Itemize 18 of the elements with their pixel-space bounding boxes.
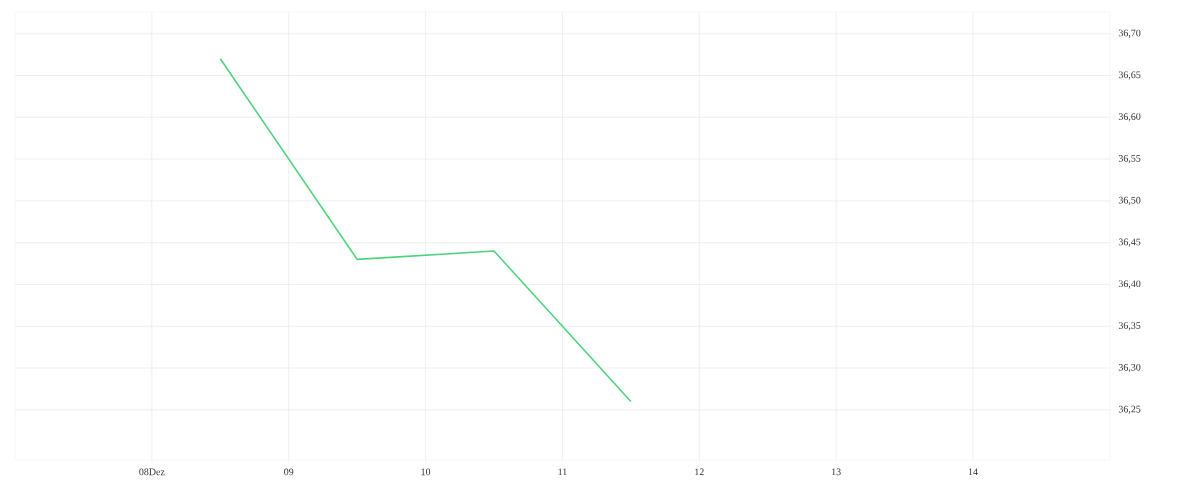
y-tick-label: 36,50 (1118, 196, 1141, 205)
y-tick-label: 36,55 (1118, 155, 1141, 164)
y-tick-label: 36,60 (1118, 113, 1141, 122)
y-tick-label: 36,35 (1118, 322, 1141, 331)
x-tick-label: 08Dez (139, 468, 165, 476)
y-tick-label: 36,45 (1118, 238, 1141, 247)
y-tick-label: 36,40 (1118, 280, 1141, 289)
y-tick-label: 36,70 (1118, 29, 1141, 38)
x-tick-label: 14 (968, 468, 978, 476)
x-tick-label: 11 (558, 468, 567, 476)
y-tick-label: 36,25 (1118, 405, 1141, 414)
x-tick-label: 13 (832, 468, 841, 476)
y-tick-label: 36,65 (1118, 71, 1141, 80)
line-series (219, 57, 632, 403)
x-tick-label: 09 (284, 468, 294, 476)
x-tick-label: 10 (421, 468, 431, 476)
x-tick-label: 12 (695, 468, 704, 476)
y-tick-label: 36,30 (1118, 363, 1141, 373)
